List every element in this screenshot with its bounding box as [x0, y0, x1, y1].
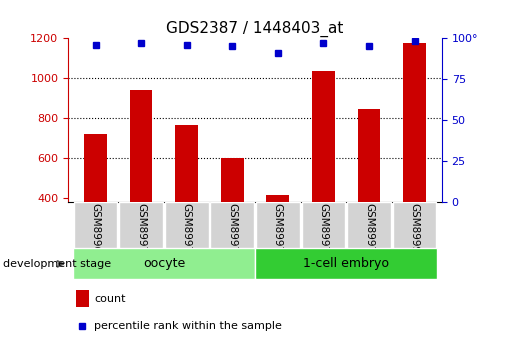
Text: oocyte: oocyte	[143, 257, 185, 270]
Bar	[403, 43, 426, 278]
Text: GSM89969: GSM89969	[90, 203, 100, 260]
Bar	[312, 71, 335, 278]
Bar	[267, 195, 289, 278]
Text: development stage: development stage	[3, 259, 111, 269]
Bar	[74, 202, 117, 248]
Bar	[130, 90, 153, 278]
Title: GDS2387 / 1448403_at: GDS2387 / 1448403_at	[166, 20, 344, 37]
Bar	[301, 202, 345, 248]
Bar	[165, 202, 209, 248]
Bar	[358, 109, 380, 278]
Text: GSM89974: GSM89974	[318, 203, 328, 260]
Bar	[255, 248, 437, 279]
Bar	[73, 248, 255, 279]
Bar	[347, 202, 391, 248]
Text: GSM89975: GSM89975	[364, 203, 374, 260]
Text: percentile rank within the sample: percentile rank within the sample	[94, 321, 282, 331]
Bar	[175, 125, 198, 278]
Bar	[84, 134, 107, 278]
Text: GSM89999: GSM89999	[410, 203, 420, 260]
Text: GSM89970: GSM89970	[136, 203, 146, 260]
Text: GSM89972: GSM89972	[227, 203, 237, 260]
Text: GSM89971: GSM89971	[182, 203, 192, 260]
Text: 1-cell embryo: 1-cell embryo	[303, 257, 389, 270]
Bar	[211, 202, 254, 248]
Bar	[221, 158, 243, 278]
Text: count: count	[94, 294, 126, 304]
Bar	[119, 202, 163, 248]
Bar	[393, 202, 436, 248]
Bar	[76, 290, 89, 307]
Bar	[256, 202, 299, 248]
Text: GSM89973: GSM89973	[273, 203, 283, 260]
